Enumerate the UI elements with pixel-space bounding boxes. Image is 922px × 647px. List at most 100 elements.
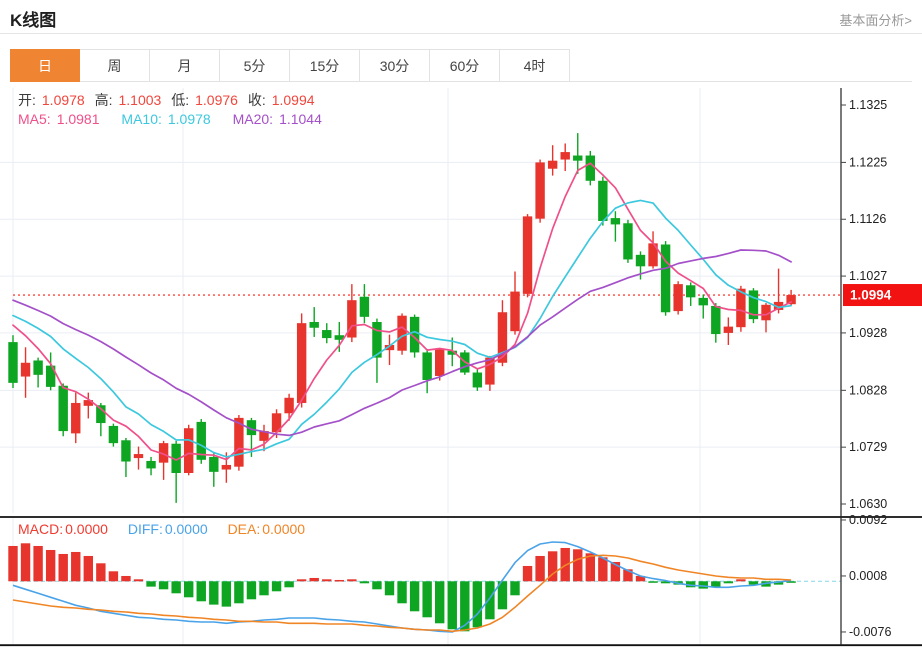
candle-body: [560, 152, 570, 160]
macd-histogram-bar: [585, 553, 595, 582]
macd-histogram-bar: [221, 581, 232, 607]
ma20-label: MA20:: [232, 111, 274, 127]
open-label: 开:: [18, 92, 36, 108]
macd-histogram-bar: [635, 575, 646, 582]
macd-histogram-bar: [472, 581, 483, 628]
tab-day[interactable]: 日: [10, 49, 80, 82]
candle-body: [158, 443, 169, 463]
macd-histogram-bar: [447, 581, 457, 630]
candle-body: [673, 284, 683, 312]
macd-histogram-bar: [660, 581, 671, 584]
macd-histogram-bar: [347, 579, 357, 582]
kline-chart-svg: 1.1325 1.1225 1.1126 1.1027 1.0928 1.0828 1.07…: [0, 88, 922, 647]
candle-body: [397, 315, 407, 351]
macd-histogram-bar: [171, 581, 181, 594]
candle-body: [83, 400, 93, 406]
candle-body: [585, 155, 595, 181]
candle-body: [234, 417, 244, 467]
macd-histogram-bar: [58, 553, 68, 582]
macd-histogram-bar: [397, 581, 407, 604]
macd-histogram-bar: [322, 579, 332, 582]
macd-histogram-bar: [372, 581, 382, 590]
candle-body: [736, 288, 746, 328]
tab-60min[interactable]: 60分: [430, 49, 500, 82]
macd-histogram-bar: [435, 581, 445, 624]
candle-body: [221, 464, 232, 470]
candle-body: [33, 360, 43, 375]
tab-15min[interactable]: 15分: [290, 49, 360, 82]
interval-tabbar: 日周月 5分 15分 30分 60分 4时: [10, 49, 912, 82]
close-value: 1.0994: [271, 92, 315, 108]
candle-body: [171, 443, 181, 473]
ma-readout: MA5: 1.0981 MA10: 1.0978 MA20: 1.1044: [18, 111, 328, 127]
candle-body: [296, 323, 307, 403]
candle-body: [271, 413, 282, 433]
macd-histogram-bar: [610, 561, 621, 582]
macd-histogram-bar: [535, 555, 545, 582]
macd-histogram-bar: [409, 581, 420, 612]
macd-histogram-bar: [573, 549, 583, 582]
macd-histogram-bar: [736, 579, 746, 582]
candle-body: [184, 428, 194, 473]
candle-body: [786, 295, 796, 305]
candle-body: [635, 254, 646, 267]
candle-body: [648, 243, 658, 267]
macd-histogram-bar: [20, 543, 31, 582]
macd-histogram-bar: [748, 581, 759, 585]
tab-month[interactable]: 月: [150, 49, 220, 82]
fundamental-analysis-link[interactable]: 基本面分析>: [839, 13, 912, 28]
macd-histogram-bar: [422, 581, 432, 618]
tab-week[interactable]: 周: [80, 49, 150, 82]
macd-histogram-bar: [309, 577, 319, 582]
last-price-badge-label: 1.0994: [850, 288, 892, 303]
candle-body: [547, 160, 558, 169]
page-title: K线图: [10, 11, 57, 30]
candle-body: [485, 357, 495, 385]
macd-histogram-bar: [246, 581, 257, 600]
ma5-value: 1.0981: [56, 111, 100, 127]
ma5-label: MA5:: [18, 111, 51, 127]
candle-body: [497, 312, 508, 363]
macd-histogram-bar: [510, 581, 520, 596]
candle-body: [359, 296, 370, 317]
candle-body: [71, 402, 81, 434]
macd-histogram-bar: [296, 579, 307, 582]
candle-body: [384, 344, 395, 351]
high-value: 1.1003: [118, 92, 162, 108]
macd-histogram-bar: [522, 565, 533, 582]
candle-body: [146, 460, 156, 469]
candle-body: [20, 362, 31, 377]
tab-4hour[interactable]: 4时: [500, 49, 570, 82]
candle-body: [422, 352, 432, 380]
macd-histogram-bar: [723, 581, 734, 584]
candle-body: [761, 304, 771, 321]
tab-30min[interactable]: 30分: [360, 49, 430, 82]
macd-histogram-bar: [158, 581, 169, 590]
low-value: 1.0976: [195, 92, 238, 108]
candle-body: [610, 218, 621, 225]
last-price-badge: [843, 284, 922, 307]
candle-body: [472, 372, 483, 388]
y-axis-label: 1.0729: [849, 440, 887, 454]
candle-body: [309, 322, 319, 328]
ma10-line: [12, 199, 792, 458]
y-axis-label: 1.1126: [849, 212, 886, 226]
macd-axis-label: -0.0076: [849, 625, 891, 639]
candle-body: [409, 316, 420, 353]
candle-body: [711, 305, 721, 335]
macd-histogram-bar: [259, 581, 269, 596]
macd-histogram-bar: [184, 581, 194, 598]
candle-body: [108, 425, 119, 444]
macd-axis-label: 0.0008: [849, 569, 887, 583]
macd-histogram-bar: [460, 581, 470, 632]
tab-5min[interactable]: 5分: [220, 49, 290, 82]
candle-body: [447, 350, 457, 355]
candle-body: [510, 291, 520, 332]
macd-histogram-bar: [623, 569, 633, 582]
y-axis-label: 1.1325: [849, 98, 887, 112]
candle-body: [259, 431, 269, 441]
macd-histogram-bar: [698, 581, 708, 589]
candle-body: [723, 326, 734, 333]
y-axis-label: 1.1225: [849, 155, 887, 169]
